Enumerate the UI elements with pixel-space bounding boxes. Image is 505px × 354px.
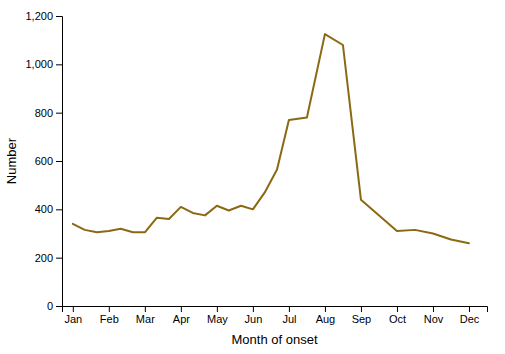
x-tick: Feb	[100, 306, 119, 325]
y-tick: 200	[35, 252, 62, 264]
y-tick-label: 600	[35, 155, 53, 167]
y-tick-mark	[56, 16, 62, 17]
x-tick-label: Jul	[282, 313, 296, 325]
x-axis-title: Month of onset	[232, 332, 318, 347]
x-tick-mark	[433, 306, 434, 312]
x-tick-label: Jun	[245, 313, 263, 325]
y-tick: 1,000	[25, 58, 62, 70]
x-tick-label: Apr	[173, 313, 190, 325]
y-tick-label: 1,000	[25, 58, 53, 70]
x-tick-mark	[145, 306, 146, 312]
x-tick: Apr	[173, 306, 190, 325]
x-tick: Dec	[460, 306, 480, 325]
y-tick-label: 400	[35, 203, 53, 215]
y-tick-mark	[56, 209, 62, 210]
x-tick-label: Sep	[352, 313, 372, 325]
chart: Jan Feb Mar Apr May Jun Jul Aug Sep Oct Nov Dec 0 200…	[0, 0, 505, 354]
x-tick-label: Dec	[460, 313, 480, 325]
y-axis: 0 200 400 600 800 1,000 1,200	[25, 10, 62, 312]
x-tick-mark	[289, 306, 290, 312]
y-tick-label: 0	[47, 300, 53, 312]
x-tick: Oct	[389, 306, 406, 325]
y-tick-mark	[56, 258, 62, 259]
y-tick: 800	[35, 107, 62, 119]
x-tick: Mar	[136, 306, 155, 325]
y-tick: 0	[47, 300, 62, 312]
y-tick: 1,200	[25, 10, 62, 22]
y-axis-line	[56, 17, 63, 307]
x-tick-label: Aug	[316, 313, 336, 325]
chart-container: Jan Feb Mar Apr May Jun Jul Aug Sep Oct Nov Dec 0 200…	[0, 0, 505, 354]
x-tick: Aug	[316, 306, 336, 325]
x-tick: May	[207, 306, 228, 325]
x-tick-mark	[253, 306, 254, 312]
x-tick-mark	[469, 306, 470, 312]
y-tick-label: 200	[35, 252, 53, 264]
y-axis-title: Number	[4, 137, 19, 184]
x-tick: Nov	[424, 306, 444, 325]
y-tick-mark	[56, 161, 62, 162]
x-tick-mark	[397, 306, 398, 312]
y-tick-mark	[56, 64, 62, 65]
x-tick: Jun	[245, 306, 263, 325]
y-tick-mark	[56, 306, 62, 307]
x-tick-label: Mar	[136, 313, 155, 325]
y-tick-mark	[56, 113, 62, 114]
plot-area: Jan Feb Mar Apr May Jun Jul Aug Sep Oct Nov Dec 0 200…	[25, 10, 487, 325]
x-tick-label: Feb	[100, 313, 119, 325]
x-axis: Jan Feb Mar Apr May Jun Jul Aug Sep Oct Nov Dec	[63, 306, 488, 325]
line	[73, 34, 469, 243]
x-tick: Jul	[282, 306, 296, 325]
x-tick-label: Oct	[389, 313, 406, 325]
x-tick-label: Nov	[424, 313, 444, 325]
y-tick: 600	[35, 155, 62, 167]
x-tick-mark	[181, 306, 182, 312]
marks	[73, 34, 469, 243]
x-tick-label: Jan	[64, 313, 82, 325]
x-axis-line	[63, 307, 488, 313]
x-tick: Jan	[64, 306, 82, 325]
x-tick-mark	[325, 306, 326, 312]
x-tick-label: May	[207, 313, 228, 325]
x-tick: Sep	[352, 306, 372, 325]
x-tick-mark	[109, 306, 110, 312]
x-tick-mark	[361, 306, 362, 312]
x-tick-mark	[217, 306, 218, 312]
y-tick-label: 1,200	[25, 10, 53, 22]
y-tick: 400	[35, 203, 62, 215]
y-tick-label: 800	[35, 107, 53, 119]
x-tick-mark	[73, 306, 74, 312]
